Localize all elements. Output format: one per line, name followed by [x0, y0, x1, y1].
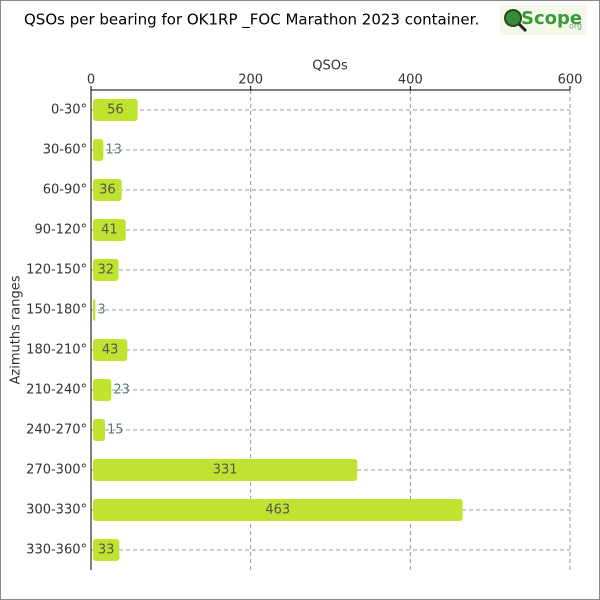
y-tick-label: 90-120° — [34, 223, 87, 238]
y-tick-label: 30-60° — [43, 143, 87, 158]
y-tick-label: 210-240° — [26, 383, 87, 398]
bar — [93, 379, 112, 401]
value-label: 41 — [101, 223, 118, 238]
value-label: 331 — [213, 463, 238, 478]
y-tick-label: 180-210° — [26, 343, 87, 358]
bar — [93, 499, 463, 521]
logo-icon — [504, 9, 522, 27]
value-label: 3 — [97, 303, 105, 318]
bar — [93, 179, 122, 201]
logo: Scope org — [500, 5, 587, 35]
x-tick-label: 600 — [558, 73, 583, 88]
x-axis-label: QSOs — [312, 59, 348, 74]
value-label: 13 — [105, 143, 122, 158]
value-label: 463 — [265, 503, 290, 518]
y-axis-label: Azimuths ranges — [9, 275, 24, 384]
y-tick-label: 240-270° — [26, 423, 87, 438]
value-label: 56 — [107, 103, 124, 118]
logo-handle — [517, 22, 528, 33]
y-tick-label: 60-90° — [43, 183, 87, 198]
y-tick-label: 120-150° — [26, 263, 87, 278]
y-tick-label: 330-360° — [26, 543, 87, 558]
bar — [93, 99, 138, 121]
bar — [93, 259, 119, 281]
bar — [93, 419, 105, 441]
value-label: 33 — [98, 543, 115, 558]
bar — [93, 139, 104, 161]
y-tick-label: 150-180° — [26, 303, 87, 318]
y-tick-label: 270-300° — [26, 463, 87, 478]
x-tick-label: 200 — [238, 73, 263, 88]
bar — [93, 299, 96, 321]
logo-text: Scope — [521, 8, 582, 29]
x-tick-label: 400 — [398, 73, 423, 88]
logo-suffix: org — [569, 22, 582, 31]
y-tick-label: 300-330° — [26, 503, 87, 518]
bar — [93, 339, 128, 361]
value-label: 32 — [97, 263, 114, 278]
value-label: 43 — [102, 343, 119, 358]
value-label: 23 — [113, 383, 130, 398]
bar — [93, 219, 126, 241]
x-tick-label: 0 — [87, 73, 95, 88]
bar — [93, 459, 358, 481]
chart-title: QSOs per bearing for OK1RP _FOC Marathon… — [24, 11, 479, 30]
y-tick-label: 0-30° — [51, 103, 87, 118]
value-label: 36 — [99, 183, 116, 198]
bar — [93, 539, 120, 561]
value-label: 15 — [107, 423, 124, 438]
